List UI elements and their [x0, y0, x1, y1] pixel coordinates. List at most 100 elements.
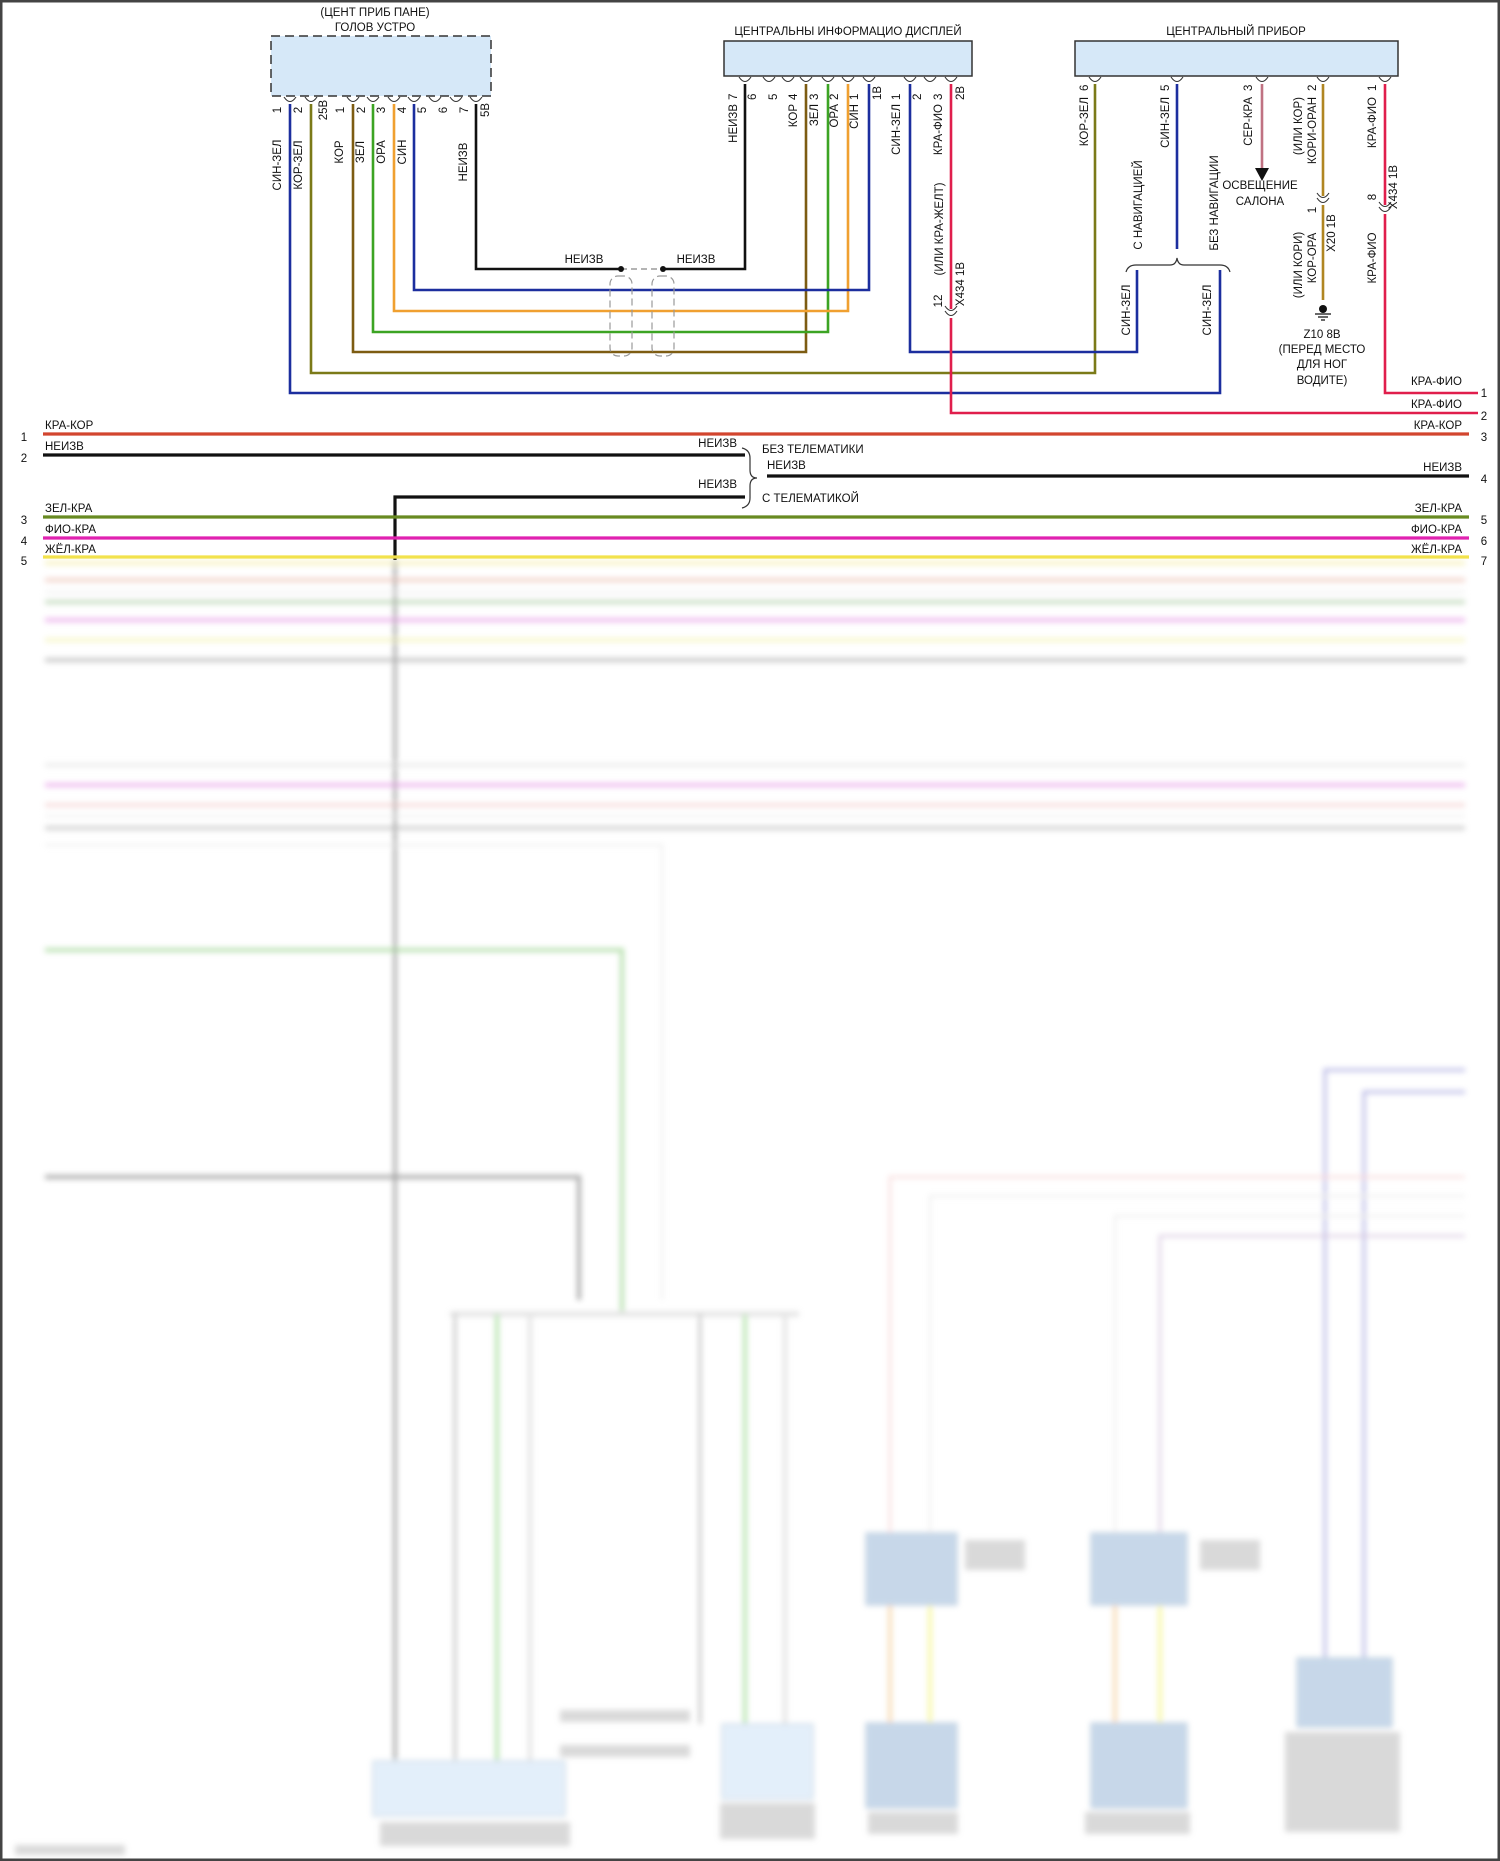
wire-red-violet-display[interactable]: [949, 84, 1478, 415]
telematics-option-label: БЕЗ ТЕЛЕМАТИКИ: [762, 444, 864, 456]
pin-marker: [944, 310, 958, 317]
display-pin-number: 1: [891, 94, 903, 100]
head-unit-pin-number: 5B: [480, 103, 492, 117]
bus-pin-number: 1: [1481, 388, 1487, 400]
arrow-down-icon: [1255, 168, 1269, 181]
splice-dot: [618, 266, 624, 272]
pin-marker: [944, 76, 958, 83]
bus-pin-number: 3: [21, 515, 27, 527]
head-unit-pin-number: 2: [293, 107, 305, 113]
shield-outline: [609, 275, 633, 357]
bus-wire-label: КРА-ФИО: [1411, 376, 1462, 388]
display-pin-number: 3: [809, 94, 821, 100]
cluster-pin-number: 2: [1307, 85, 1319, 91]
bus-pin-number: 4: [21, 536, 28, 548]
wire-blue-green-head-to-cluster[interactable]: [288, 104, 1222, 395]
display-pin-number: 6: [747, 94, 759, 100]
navigation-brace: [1125, 257, 1231, 273]
head-unit-pin-number: 5: [417, 107, 429, 113]
display-pin-number: 2: [912, 94, 924, 100]
pin-marker: [1378, 76, 1392, 83]
cluster-wire-label: СИН-ЗЕЛ: [1160, 97, 1172, 148]
wire-orange[interactable]: [392, 84, 850, 313]
display-pin-number: 7: [728, 94, 740, 100]
ground-label: ВОДИТЕ): [1297, 375, 1348, 387]
head-unit-pin-number: 1: [272, 107, 284, 113]
display-pin-number: 2B: [955, 86, 967, 100]
pin-marker: [944, 305, 958, 312]
alt-color-note: (ИЛИ КОР): [1293, 97, 1305, 155]
alt-color-note: (ИЛИ КОРИ): [1293, 232, 1305, 299]
head-unit-title: (ЦЕНТ ПРИБ ПАНЕ): [320, 7, 429, 19]
head-unit-pin-number: 25B: [318, 99, 330, 120]
bus-wire-label: ЗЕЛ-КРА: [45, 503, 93, 515]
connector-label: X20 1B: [1326, 214, 1338, 252]
pin-marker: [1378, 201, 1392, 208]
wire-blue-green-display[interactable]: [908, 84, 1139, 354]
display-pin-number: 4: [788, 93, 800, 100]
head-unit-wire-label: КОР: [334, 140, 346, 164]
bus-pin-number: 2: [21, 453, 27, 465]
display-pin-number: 5: [768, 94, 780, 100]
wire-unknown-twisted[interactable]: [474, 84, 747, 271]
wire-brown[interactable]: [351, 84, 808, 354]
head-unit-wire-label: НЕИЗВ: [458, 142, 470, 181]
cluster-pin-number: 1: [1367, 85, 1379, 91]
cluster-wire-label: КРА-ФИО: [1367, 97, 1379, 148]
pin-markers: [283, 76, 1392, 317]
display-pin-number: 2: [829, 94, 841, 100]
bus-pin-number: 2: [1481, 411, 1487, 423]
ground-label: Z10 8B: [1303, 329, 1340, 341]
splice-label: НЕИЗВ: [565, 254, 604, 266]
display-module[interactable]: [723, 40, 973, 77]
cluster-wire-label: СЕР-КРА: [1243, 97, 1255, 146]
cluster-module[interactable]: [1074, 40, 1399, 77]
bus-wire-label: ЖЁЛ-КРА: [45, 544, 96, 556]
bus-wire-label: ЖЁЛ-КРА: [1411, 544, 1462, 556]
alt-color-note: (ИЛИ КРА-ЖЕЛТ): [934, 182, 946, 275]
pin-marker: [1316, 192, 1330, 199]
bus-wire-label: НЕИЗВ: [1423, 462, 1462, 474]
telematics-brace: [741, 447, 758, 509]
head-unit-title: ГОЛОВ УСТРО: [335, 22, 415, 34]
pin-marker: [1316, 197, 1330, 204]
wire-red-violet-cluster[interactable]: [1383, 84, 1478, 395]
display-pin-number: 3: [933, 94, 945, 100]
head-unit-module[interactable]: [270, 35, 492, 97]
bus-pin-number: 4: [1481, 474, 1488, 486]
wire-brown-green[interactable]: [309, 84, 1097, 375]
cluster-pin-number: 5: [1160, 85, 1172, 91]
ground-label: (ПЕРЕД МЕСТО: [1279, 344, 1366, 356]
pin-marker: [862, 76, 876, 83]
ground-label: ДЛЯ НОГ: [1297, 359, 1348, 371]
head-unit-pin-number: 7: [459, 107, 471, 113]
bus-wire-label: НЕИЗВ: [767, 460, 806, 472]
wire-blue[interactable]: [412, 84, 871, 292]
shield-outline: [651, 275, 675, 357]
head-unit-wire-label: СИН: [397, 140, 409, 165]
pin-marker: [1378, 206, 1392, 213]
pin-marker: [738, 76, 752, 83]
head-unit-pin-number: 6: [438, 107, 450, 113]
bus-wire-label: КРА-ФИО: [1411, 399, 1462, 411]
bus-wire-label: КРА-КОР: [45, 420, 94, 432]
head-unit-wire-label: СИН-ЗЕЛ: [272, 140, 284, 191]
display-wire-label: КРА-ФИО: [933, 104, 945, 155]
wire-green[interactable]: [371, 84, 830, 334]
display-wire-label: НЕИЗВ: [728, 104, 740, 143]
interior-lighting-label: ОСВЕЩЕНИЕ: [1222, 180, 1298, 192]
display-wire-label: КОР: [788, 104, 800, 128]
pin-marker: [469, 96, 483, 103]
pin-marker: [821, 76, 835, 83]
pin-marker: [304, 96, 318, 103]
head-unit-pin-number: 1: [335, 107, 347, 113]
display-wire-label: ОРА: [829, 104, 841, 128]
bus-pin-number: 3: [1481, 432, 1487, 444]
cluster-wire-label: КОР-ЗЕЛ: [1079, 97, 1091, 146]
pin-marker: [1255, 76, 1269, 83]
navigation-option-label: С НАВИГАЦИЕЙ: [1132, 160, 1145, 249]
bus-pin-number: 6: [1481, 536, 1487, 548]
cluster-pin-number: 6: [1079, 85, 1091, 91]
head-unit-wire-label: КОР-ЗЕЛ: [293, 140, 305, 189]
